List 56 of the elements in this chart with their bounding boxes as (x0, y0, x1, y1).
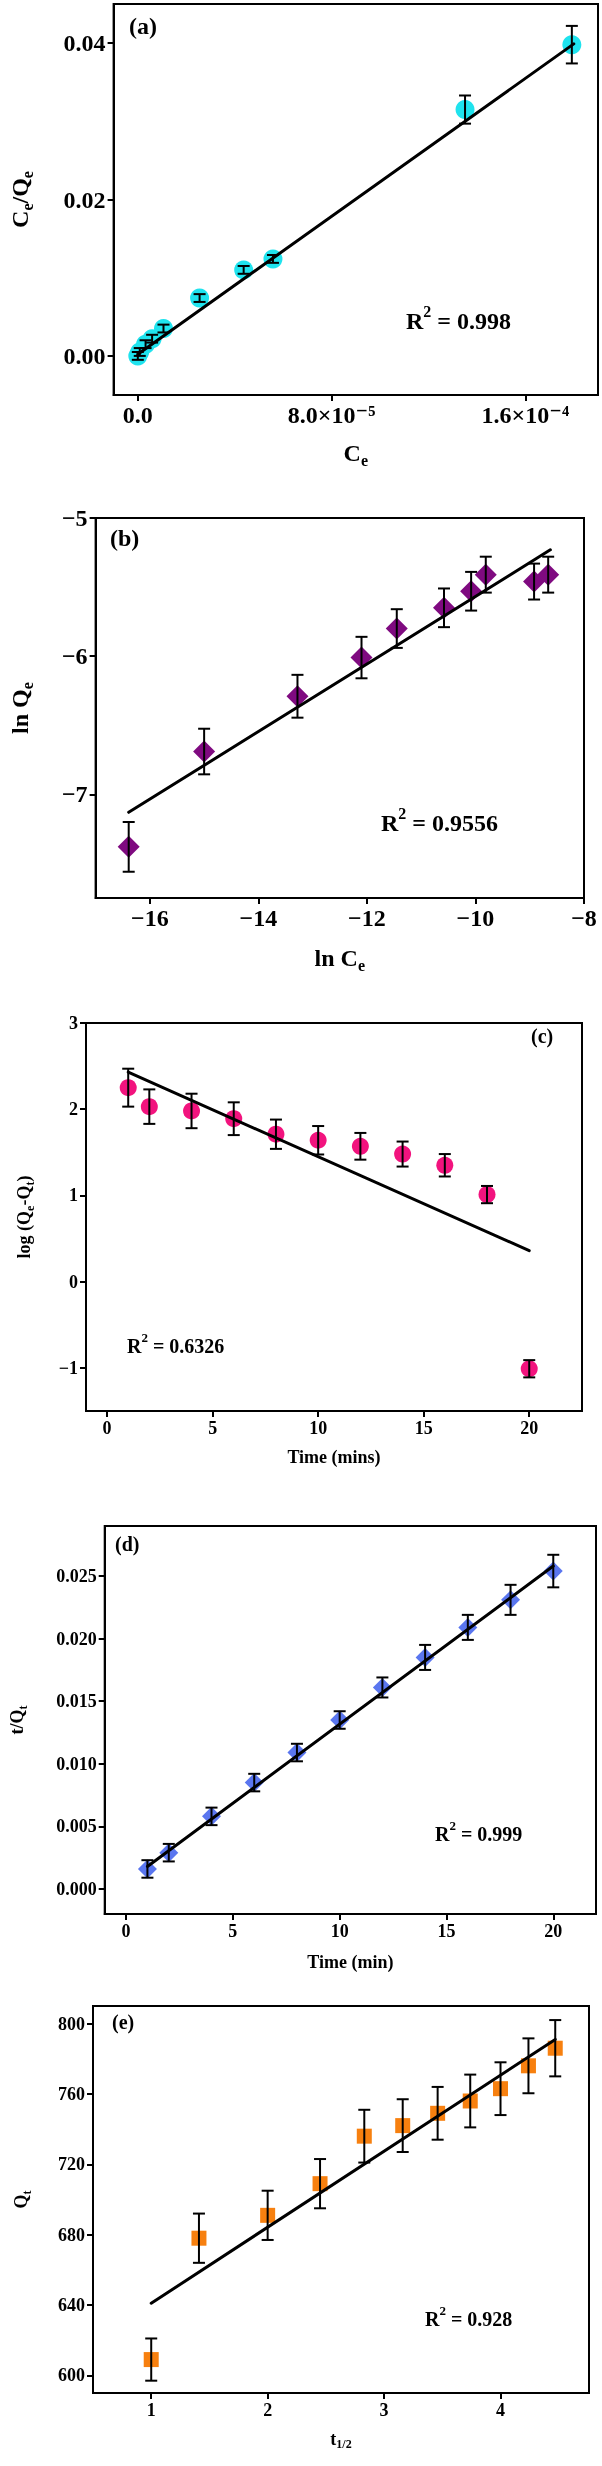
y-tick-label: 760 (58, 2083, 85, 2104)
chart-title: (c) (531, 1025, 554, 1048)
y-tick-label: 0.000 (56, 1878, 97, 1899)
y-tick-label: −6 (61, 643, 88, 670)
x-tick-label: 20 (544, 1921, 563, 1941)
y-axis-title: Qt (11, 2190, 34, 2209)
x-axis-title: Time (min) (307, 1951, 394, 1973)
x-axis-title: Time (mins) (287, 1446, 381, 1468)
y-tick-label: 0.015 (56, 1691, 97, 1712)
y-tick-label: 0.005 (56, 1816, 97, 1837)
x-tick-label: 1.6×10⁻⁴ (481, 402, 570, 428)
y-tick-label: 0.025 (56, 1566, 97, 1587)
y-axis-title: t/Qt (7, 1705, 30, 1735)
y-tick-label: 600 (58, 2365, 85, 2386)
chart-title: (d) (115, 1533, 140, 1556)
y-tick-label: 640 (58, 2295, 85, 2316)
y-tick-label: −5 (61, 505, 88, 531)
y-tick-label: 0.04 (63, 30, 106, 57)
x-tick-label: 2 (263, 2400, 273, 2420)
y-tick-label: −1 (58, 1357, 78, 1378)
x-tick-label: −12 (348, 905, 386, 931)
chart-title: (e) (112, 2011, 135, 2034)
y-tick-label: 0.02 (63, 186, 106, 213)
y-tick-label: 0.010 (56, 1753, 97, 1774)
y-tick-label: 3 (69, 1013, 78, 1033)
x-tick-label: −8 (571, 905, 597, 931)
x-tick-label: 8.0×10⁻⁵ (287, 402, 376, 428)
x-tick-label: 10 (309, 1418, 328, 1438)
x-tick-label: 20 (520, 1418, 539, 1438)
y-tick-label: 0.00 (63, 342, 106, 369)
x-tick-label: 15 (437, 1921, 456, 1941)
y-axis-title: Ce/Qe (7, 171, 37, 228)
x-tick-label: 0.0 (122, 402, 153, 428)
x-tick-label: 1 (146, 2400, 156, 2420)
x-tick-label: 5 (208, 1418, 218, 1438)
x-tick-label: 10 (330, 1921, 349, 1941)
chart-title: (b) (110, 524, 140, 551)
x-tick-label: 0 (121, 1921, 131, 1941)
x-tick-label: 3 (379, 2400, 389, 2420)
x-tick-label: −16 (131, 905, 169, 931)
x-tick-label: −14 (239, 905, 278, 931)
y-tick-label: 1 (69, 1185, 78, 1206)
x-tick-label: 15 (414, 1418, 433, 1438)
y-tick-label: 720 (58, 2154, 85, 2175)
y-tick-label: 0.020 (56, 1628, 97, 1649)
y-tick-label: 0 (69, 1271, 78, 1292)
y-tick-label: 680 (58, 2224, 85, 2245)
y-tick-label: −7 (61, 781, 88, 808)
y-tick-label: 800 (58, 2013, 85, 2034)
y-axis-title: ln Qe (7, 682, 37, 734)
x-tick-label: 5 (228, 1921, 238, 1941)
y-tick-label: 2 (69, 1099, 78, 1120)
y-axis-title: log (Qe-Qt) (14, 1175, 37, 1259)
x-tick-label: 4 (496, 2400, 506, 2420)
x-tick-label: −10 (456, 905, 495, 931)
chart-title: (a) (129, 12, 157, 39)
